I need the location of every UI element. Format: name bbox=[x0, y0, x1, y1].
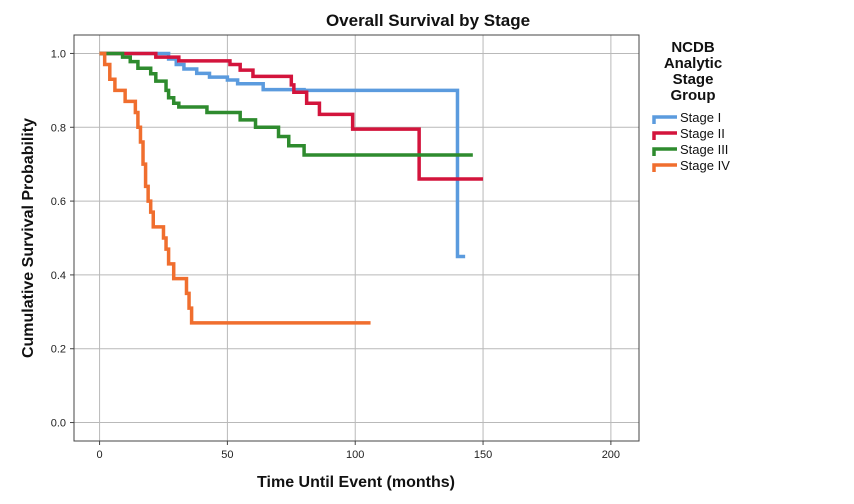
y-tick-label: 0.4 bbox=[51, 270, 66, 282]
x-axis-label: Time Until Event (months) bbox=[257, 474, 455, 491]
x-tick-label: 0 bbox=[97, 449, 103, 461]
chart-title: Overall Survival by Stage bbox=[326, 11, 530, 30]
axis-ticks: 0 50 100 150 200 0.0 0.2 0.4 0.6 0.8 1.0 bbox=[51, 48, 620, 461]
legend-label-stage-i: Stage I bbox=[680, 110, 721, 125]
x-tick-label: 100 bbox=[346, 449, 364, 461]
legend-title-line: Group bbox=[671, 87, 716, 104]
legend-swatch-stage-iv bbox=[652, 163, 677, 172]
plot-frame bbox=[73, 34, 640, 442]
legend-title-line: Stage bbox=[673, 71, 714, 88]
series-line-stage-i bbox=[99, 51, 466, 259]
x-tick-label: 150 bbox=[474, 449, 492, 461]
series-line-stage-iv bbox=[99, 51, 371, 325]
y-axis-label: Cumulative Survival Probability bbox=[20, 118, 37, 358]
legend-title-line: NCDB bbox=[671, 39, 714, 56]
legend-swatch-stage-i bbox=[652, 115, 677, 124]
legend-label-stage-iv: Stage IV bbox=[680, 158, 730, 173]
legend-label-stage-ii: Stage II bbox=[680, 126, 725, 141]
legend-label-stage-iii: Stage III bbox=[680, 142, 728, 157]
series-line-stage-iii bbox=[99, 51, 473, 157]
y-tick-label: 0.0 bbox=[51, 418, 66, 430]
x-tick-label: 200 bbox=[602, 449, 620, 461]
grid-lines bbox=[74, 35, 639, 441]
legend-title-line: Analytic bbox=[664, 55, 722, 72]
y-tick-label: 0.6 bbox=[51, 196, 66, 208]
y-tick-label: 0.8 bbox=[51, 122, 66, 134]
y-tick-label: 1.0 bbox=[51, 48, 66, 60]
legend-swatch-stage-iii bbox=[652, 147, 677, 156]
y-tick-label: 0.2 bbox=[51, 344, 66, 356]
survival-curves bbox=[99, 51, 484, 325]
legend-swatch-stage-ii bbox=[652, 131, 677, 140]
x-tick-label: 50 bbox=[221, 449, 233, 461]
series-line-stage-ii bbox=[99, 51, 484, 181]
